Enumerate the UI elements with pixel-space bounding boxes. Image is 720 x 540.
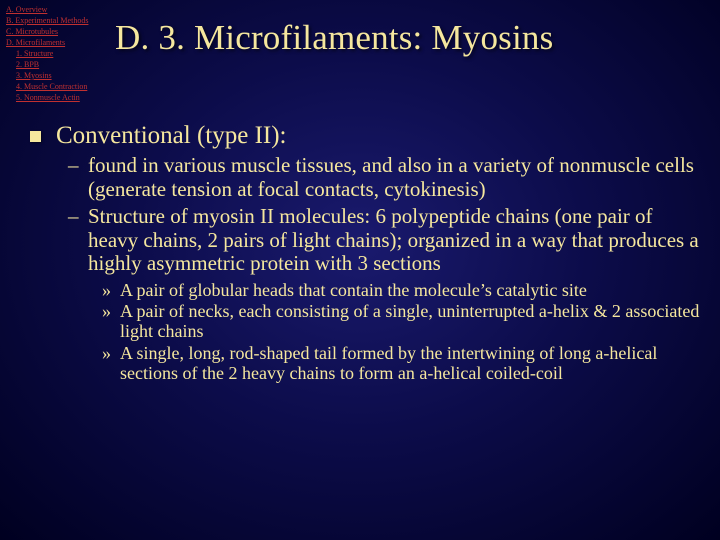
bullet-level1: Conventional (type II): [26,122,702,150]
nav-link-nonmuscle-actin[interactable]: 5. Nonmuscle Actin [16,92,88,103]
dash-bullet-icon: – [68,154,79,178]
nav-link-bpb[interactable]: 2. BPB [16,59,88,70]
raquo-bullet-icon: » [102,343,111,363]
bullet-level3: » A pair of necks, each consisting of a … [26,301,702,342]
nav-link-myosins[interactable]: 3. Myosins [16,70,88,81]
bullet-level3-text: A pair of globular heads that contain th… [120,280,587,300]
nav-link-microtubules[interactable]: C. Microtubules [6,26,88,37]
bullet-level2: – Structure of myosin II molecules: 6 po… [26,205,702,276]
bullet-level2-text: Structure of myosin II molecules: 6 poly… [88,204,699,275]
bullet-level3: » A pair of globular heads that contain … [26,280,702,300]
bullet-level3-text: A pair of necks, each consisting of a si… [120,301,699,341]
nav-link-muscle-contraction[interactable]: 4. Muscle Contraction [16,81,88,92]
slide-title: D. 3. Microfilaments: Myosins [115,18,553,58]
slide-body: Conventional (type II): – found in vario… [26,122,702,384]
raquo-bullet-icon: » [102,301,111,321]
dash-bullet-icon: – [68,205,79,229]
bullet-level2-text: found in various muscle tissues, and als… [88,153,694,201]
square-bullet-icon [30,131,41,142]
bullet-level3-text: A single, long, rod-shaped tail formed b… [120,343,657,383]
nav-link-methods[interactable]: B. Experimental Methods [6,15,88,26]
sidebar-nav: A. Overview B. Experimental Methods C. M… [6,4,88,103]
nav-link-overview[interactable]: A. Overview [6,4,88,15]
bullet-level3: » A single, long, rod-shaped tail formed… [26,343,702,384]
raquo-bullet-icon: » [102,280,111,300]
nav-link-structure[interactable]: 1. Structure [16,48,88,59]
nav-link-microfilaments[interactable]: D. Microfilaments [6,37,88,48]
bullet-level2: – found in various muscle tissues, and a… [26,154,702,201]
bullet-level1-text: Conventional (type II): [56,122,287,149]
